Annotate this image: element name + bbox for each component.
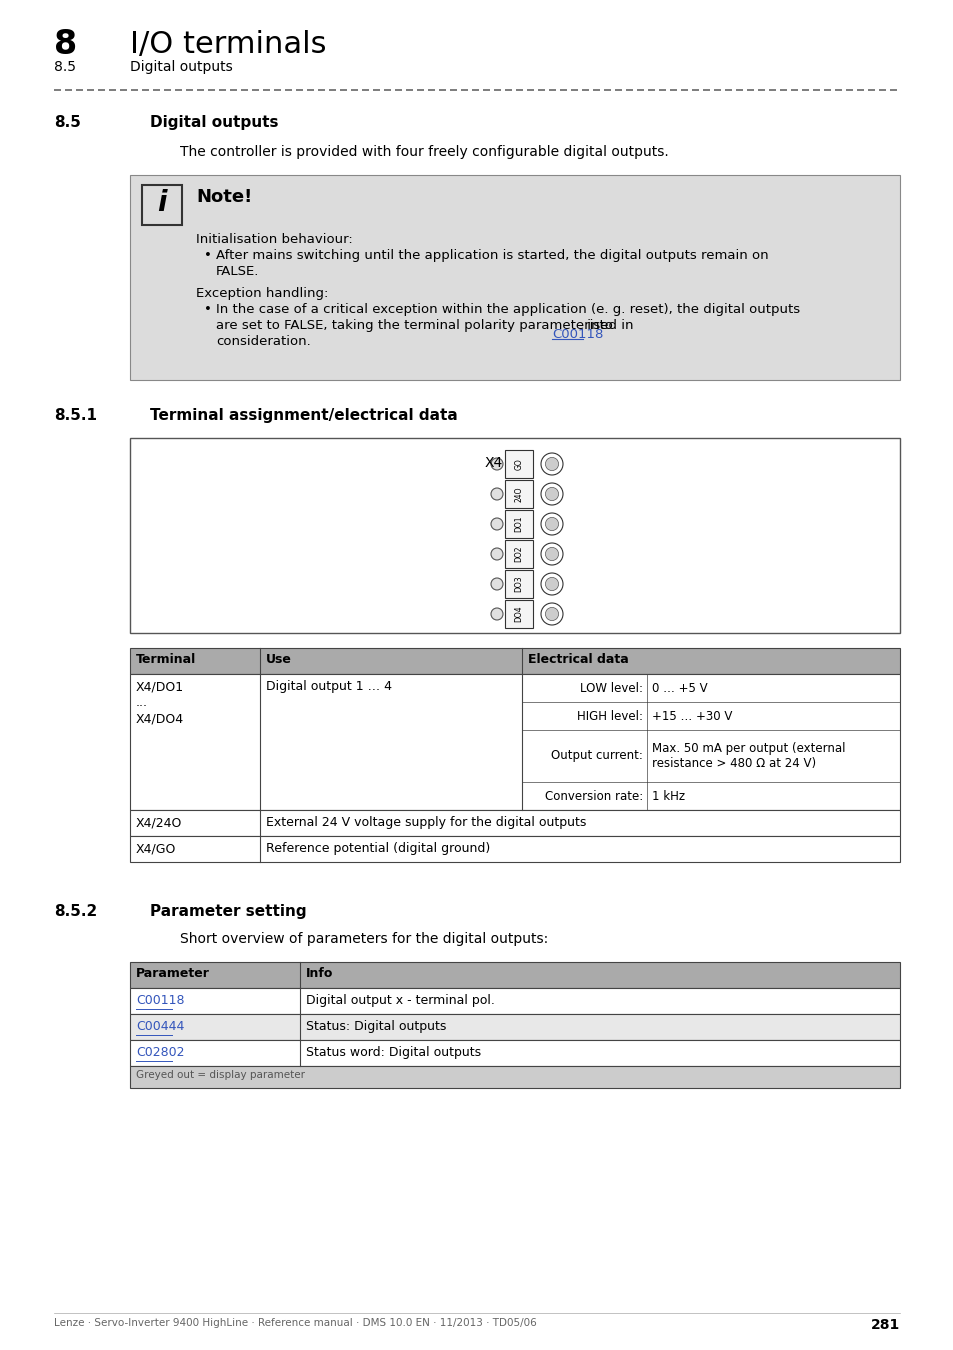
Text: After mains switching until the application is started, the digital outputs rema: After mains switching until the applicat…: [215, 248, 768, 262]
Text: Parameter setting: Parameter setting: [150, 904, 306, 919]
Text: DO3: DO3: [514, 575, 523, 593]
Circle shape: [491, 608, 502, 620]
Text: Info: Info: [306, 967, 333, 980]
Circle shape: [491, 548, 502, 560]
Circle shape: [545, 547, 558, 560]
Bar: [130, 437, 899, 633]
Circle shape: [545, 487, 558, 501]
Bar: [504, 599, 533, 628]
Text: Conversion rate:: Conversion rate:: [544, 790, 642, 802]
Text: X4/DO4: X4/DO4: [136, 711, 184, 725]
Text: External 24 V voltage supply for the digital outputs: External 24 V voltage supply for the dig…: [266, 815, 586, 829]
Text: 281: 281: [870, 1318, 899, 1332]
Bar: [142, 185, 182, 225]
Text: DO1: DO1: [514, 516, 523, 532]
Text: Terminal: Terminal: [136, 653, 196, 666]
Text: Note!: Note!: [195, 188, 252, 207]
Text: 24O: 24O: [514, 486, 523, 502]
Circle shape: [491, 487, 502, 500]
Circle shape: [545, 578, 558, 590]
Text: 8.5.1: 8.5.1: [54, 408, 97, 423]
Text: 8.5: 8.5: [54, 59, 76, 74]
Text: Terminal assignment/electrical data: Terminal assignment/electrical data: [150, 408, 457, 423]
Text: •: •: [204, 302, 212, 316]
Text: Greyed out = display parameter: Greyed out = display parameter: [136, 1071, 305, 1080]
Text: The controller is provided with four freely configurable digital outputs.: The controller is provided with four fre…: [180, 144, 668, 159]
Circle shape: [545, 608, 558, 621]
Text: into: into: [583, 319, 613, 332]
Text: C00118: C00118: [136, 995, 184, 1007]
Text: Parameter: Parameter: [136, 967, 210, 980]
Circle shape: [540, 454, 562, 475]
Circle shape: [545, 458, 558, 471]
Text: •: •: [204, 248, 212, 262]
Circle shape: [491, 578, 502, 590]
Text: GO: GO: [514, 458, 523, 470]
Text: C00118: C00118: [552, 328, 602, 342]
Bar: [130, 988, 899, 1014]
Text: Reference potential (digital ground): Reference potential (digital ground): [266, 842, 490, 855]
Text: 0 … +5 V: 0 … +5 V: [651, 682, 707, 694]
Text: HIGH level:: HIGH level:: [577, 710, 642, 722]
Circle shape: [540, 603, 562, 625]
Bar: [504, 570, 533, 598]
Text: Max. 50 mA per output (external
resistance > 480 Ω at 24 V): Max. 50 mA per output (external resistan…: [651, 743, 844, 770]
Text: Digital outputs: Digital outputs: [130, 59, 233, 74]
Bar: [130, 963, 899, 988]
Text: i: i: [157, 189, 167, 217]
Text: Status: Digital outputs: Status: Digital outputs: [306, 1021, 446, 1033]
Text: Digital outputs: Digital outputs: [150, 115, 278, 130]
Text: +15 … +30 V: +15 … +30 V: [651, 710, 732, 722]
Text: X4/DO1: X4/DO1: [136, 680, 184, 693]
Text: ...: ...: [136, 697, 148, 709]
Bar: [130, 1066, 899, 1088]
Text: Short overview of parameters for the digital outputs:: Short overview of parameters for the dig…: [180, 931, 548, 946]
Circle shape: [540, 572, 562, 595]
Bar: [130, 810, 899, 836]
Circle shape: [491, 518, 502, 531]
Text: Output current:: Output current:: [551, 749, 642, 763]
Text: Digital output x - terminal pol.: Digital output x - terminal pol.: [306, 994, 495, 1007]
Bar: [130, 648, 899, 674]
Text: I/O terminals: I/O terminals: [130, 30, 326, 59]
Text: Exception handling:: Exception handling:: [195, 288, 328, 300]
Text: C02802: C02802: [136, 1046, 184, 1060]
Text: X4: X4: [484, 456, 503, 470]
Text: DO2: DO2: [514, 545, 523, 562]
Text: In the case of a critical exception within the application (e. g. reset), the di: In the case of a critical exception with…: [215, 302, 800, 316]
Text: Electrical data: Electrical data: [527, 653, 628, 666]
Bar: [130, 1040, 899, 1066]
Text: Status word: Digital outputs: Status word: Digital outputs: [306, 1046, 480, 1058]
Bar: [504, 481, 533, 508]
Bar: [130, 1014, 899, 1040]
Text: X4/GO: X4/GO: [136, 842, 176, 855]
Text: LOW level:: LOW level:: [579, 682, 642, 694]
Text: Digital output 1 … 4: Digital output 1 … 4: [266, 680, 392, 693]
Text: DO4: DO4: [514, 606, 523, 622]
Bar: [504, 510, 533, 539]
Bar: [504, 450, 533, 478]
Text: Lenze · Servo-Inverter 9400 HighLine · Reference manual · DMS 10.0 EN · 11/2013 : Lenze · Servo-Inverter 9400 HighLine · R…: [54, 1318, 537, 1328]
Circle shape: [540, 483, 562, 505]
Text: C00444: C00444: [136, 1021, 184, 1034]
Text: 8.5.2: 8.5.2: [54, 904, 97, 919]
Bar: [130, 176, 899, 379]
Bar: [504, 540, 533, 568]
Bar: [130, 836, 899, 863]
Text: 8.5: 8.5: [54, 115, 81, 130]
Circle shape: [540, 513, 562, 535]
Text: X4/24O: X4/24O: [136, 815, 182, 829]
Text: are set to FALSE, taking the terminal polarity parameterised in: are set to FALSE, taking the terminal po…: [215, 319, 638, 332]
Text: Use: Use: [266, 653, 292, 666]
Text: 1 kHz: 1 kHz: [651, 790, 684, 802]
Circle shape: [545, 517, 558, 531]
Text: Initialisation behaviour:: Initialisation behaviour:: [195, 234, 353, 246]
Circle shape: [540, 543, 562, 566]
Text: 8: 8: [54, 28, 77, 61]
Text: FALSE.: FALSE.: [215, 265, 259, 278]
Circle shape: [491, 458, 502, 470]
Text: consideration.: consideration.: [215, 335, 311, 348]
Bar: [130, 674, 899, 810]
